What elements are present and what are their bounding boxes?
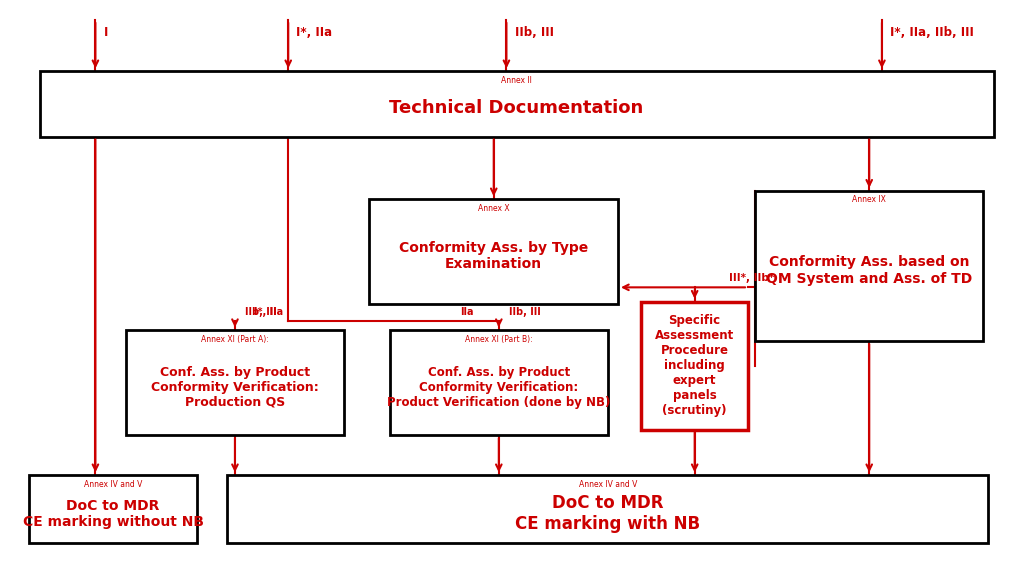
Text: Annex IX: Annex IX: [852, 195, 886, 204]
Text: Conformity Ass. based on
QM System and Ass. of TD: Conformity Ass. based on QM System and A…: [766, 255, 973, 286]
Text: IIa: IIa: [460, 307, 473, 317]
FancyBboxPatch shape: [370, 199, 618, 304]
Text: Conformity Ass. by Type
Examination: Conformity Ass. by Type Examination: [399, 241, 589, 271]
Text: Conf. Ass. by Product
Conformity Verification:
Product Verification (done by NB): Conf. Ass. by Product Conformity Verific…: [387, 366, 610, 409]
Text: Annex IV and V: Annex IV and V: [579, 480, 637, 489]
Text: I*, IIa: I*, IIa: [254, 307, 284, 317]
Text: I: I: [103, 26, 108, 39]
FancyBboxPatch shape: [30, 475, 197, 543]
FancyBboxPatch shape: [227, 475, 988, 543]
Text: I*, IIa, IIb, III: I*, IIa, IIb, III: [890, 26, 974, 39]
Text: Conf. Ass. by Product
Conformity Verification:
Production QS: Conf. Ass. by Product Conformity Verific…: [152, 366, 318, 409]
FancyBboxPatch shape: [126, 330, 344, 435]
Text: IIb, III: IIb, III: [514, 26, 554, 39]
Text: Annex IV and V: Annex IV and V: [84, 480, 142, 489]
Text: Annex XI (Part B):: Annex XI (Part B):: [465, 335, 532, 344]
Text: Annex II: Annex II: [501, 76, 532, 85]
Text: DoC to MDR
CE marking with NB: DoC to MDR CE marking with NB: [515, 494, 700, 533]
Text: IIb, III: IIb, III: [245, 307, 276, 317]
Text: Specific
Assessment
Procedure
including
expert
panels
(scrutiny): Specific Assessment Procedure including …: [655, 314, 734, 417]
Text: Annex XI (Part A):: Annex XI (Part A):: [201, 335, 269, 344]
FancyBboxPatch shape: [641, 302, 748, 430]
FancyBboxPatch shape: [755, 191, 983, 341]
Text: DoC to MDR
CE marking without NB: DoC to MDR CE marking without NB: [23, 498, 204, 529]
FancyBboxPatch shape: [390, 330, 608, 435]
FancyBboxPatch shape: [40, 71, 993, 137]
Text: IIb, III: IIb, III: [509, 307, 541, 317]
Text: Technical Documentation: Technical Documentation: [389, 100, 644, 117]
Text: III*, IIb*: III*, IIb*: [729, 273, 774, 283]
Text: Annex X: Annex X: [478, 204, 510, 213]
Text: I*, IIa: I*, IIa: [296, 26, 333, 39]
